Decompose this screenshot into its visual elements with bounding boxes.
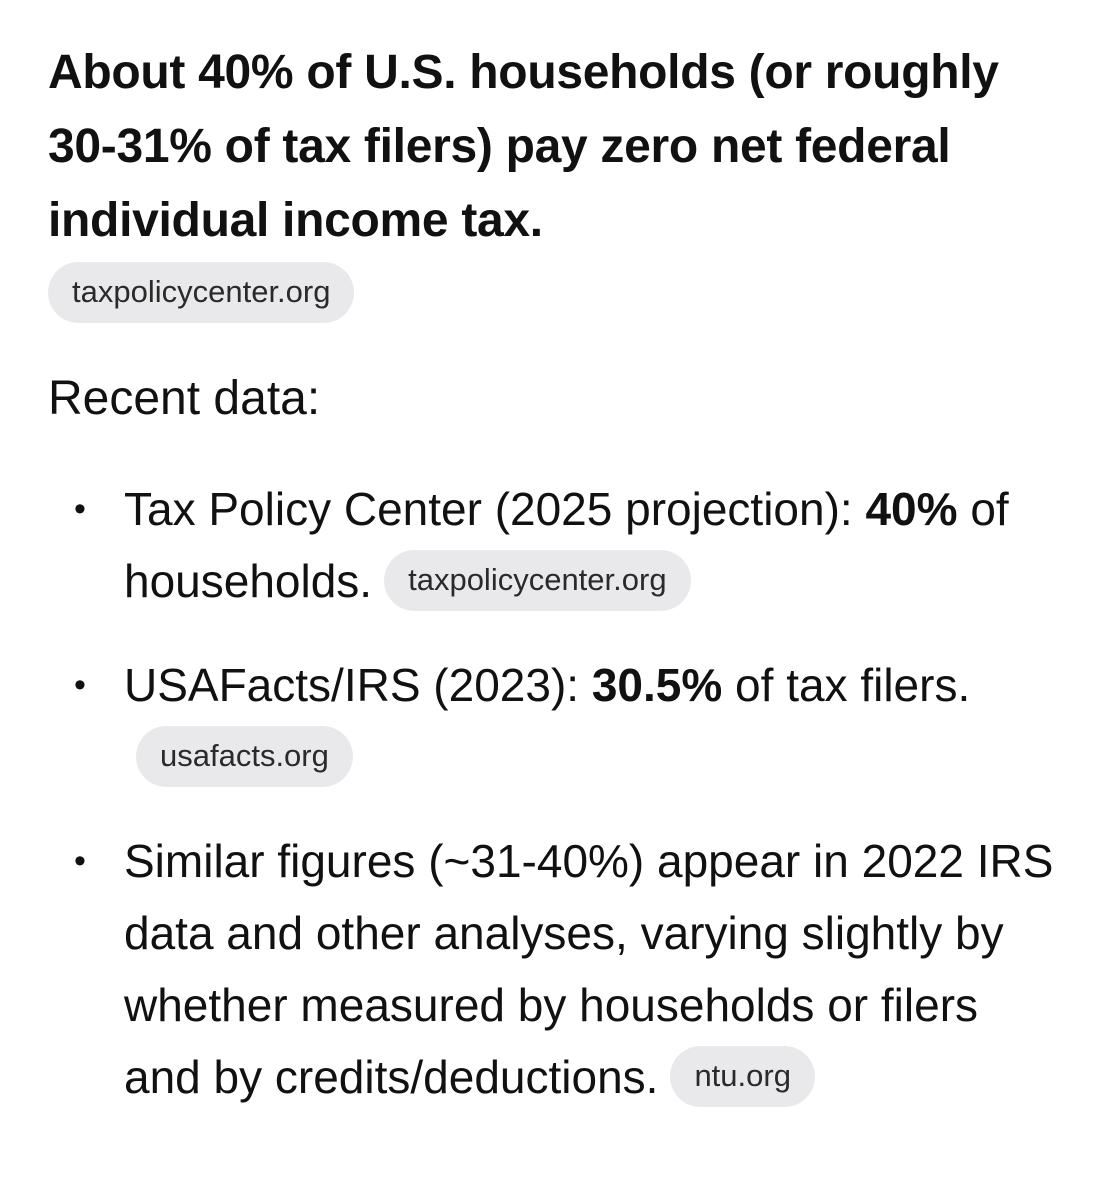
source-chip-taxpolicycenter-heading[interactable]: taxpolicycenter.org: [48, 262, 355, 323]
list-item: • Similar figures (~31-40%) appear in 202…: [48, 825, 1057, 1113]
item-text-end: of tax filers.: [722, 659, 971, 711]
source-chip-ntu[interactable]: ntu.org: [670, 1046, 815, 1108]
item-highlight: 30.5%: [591, 659, 723, 711]
list-item: • Tax Policy Center (2025 projection): 40…: [48, 473, 1057, 617]
data-list: • Tax Policy Center (2025 projection): 40…: [48, 473, 1057, 1113]
bullet-icon: •: [74, 490, 86, 528]
list-item: • USAFacts/IRS (2023): 30.5% of tax filer…: [48, 649, 1057, 793]
answer-heading: About 40% of U.S. households (or roughly…: [48, 36, 1057, 258]
intro-text: Recent data:: [48, 372, 321, 425]
item-text: Similar figures (~31-40%) appear in 2022…: [124, 835, 1054, 1103]
item-text: USAFacts/IRS (2023):: [124, 659, 592, 711]
item-highlight: 40%: [865, 483, 958, 535]
item-text: Tax Policy Center (2025 projection):: [124, 483, 866, 535]
bullet-icon: •: [74, 666, 86, 704]
bullet-icon: •: [74, 842, 86, 880]
source-chip-usafacts[interactable]: usafacts.org: [136, 726, 353, 788]
item-text-end: of households.: [124, 483, 1009, 607]
heading-text: About 40% of U.S. households (or roughly…: [48, 46, 999, 247]
source-chip-taxpolicycenter[interactable]: taxpolicycenter.org: [384, 550, 691, 612]
